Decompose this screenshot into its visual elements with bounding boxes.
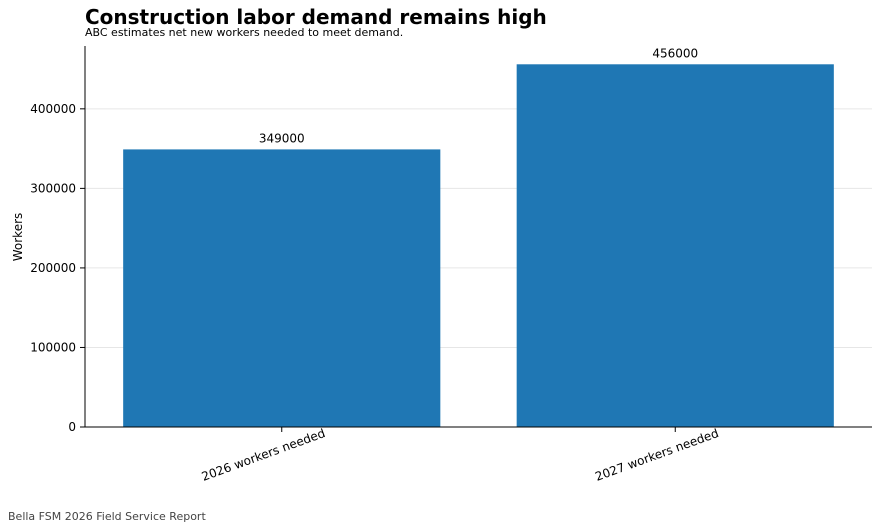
chart-subtitle: ABC estimates net new workers needed to … bbox=[85, 26, 404, 39]
x-tick-label: 2027 workers needed bbox=[593, 426, 720, 484]
y-tick-label: 200000 bbox=[30, 261, 76, 275]
y-tick-label: 0 bbox=[68, 420, 76, 434]
y-tick-label: 300000 bbox=[30, 181, 76, 195]
data-label: 349000 bbox=[259, 131, 305, 145]
y-tick-label: 100000 bbox=[30, 340, 76, 354]
footer-note: Bella FSM 2026 Field Service Report bbox=[8, 510, 206, 523]
y-axis-label: Workers bbox=[11, 213, 25, 262]
bars bbox=[123, 64, 834, 427]
axes bbox=[84, 46, 872, 428]
y-tick-label: 400000 bbox=[30, 102, 76, 116]
bar bbox=[123, 149, 441, 427]
data-label: 456000 bbox=[652, 46, 698, 60]
chart-title: Construction labor demand remains high bbox=[85, 5, 547, 29]
bar bbox=[516, 64, 834, 427]
x-ticks: 2026 workers needed 2027 workers needed bbox=[200, 426, 721, 484]
x-tick-label: 2026 workers needed bbox=[200, 426, 327, 484]
data-labels: 349000 456000 bbox=[259, 46, 698, 145]
y-ticks: 0 100000 200000 300000 400000 bbox=[30, 102, 85, 434]
